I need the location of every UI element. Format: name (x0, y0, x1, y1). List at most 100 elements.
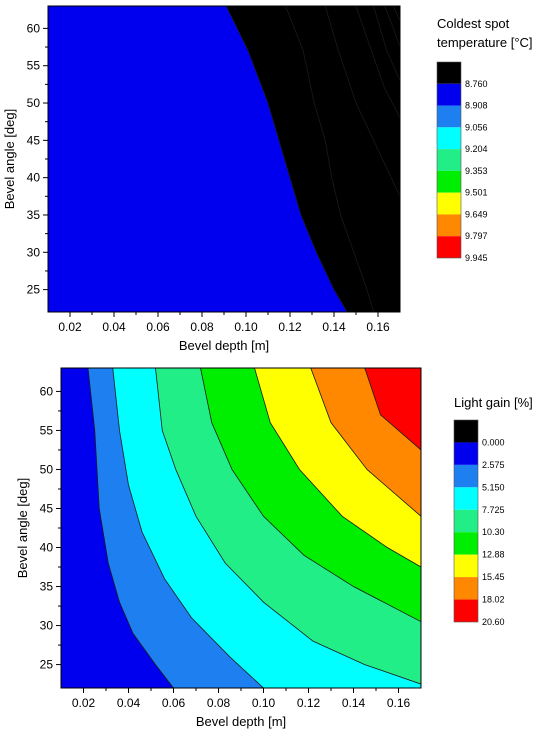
contour-line (112, 368, 264, 688)
x-tick-label: 0.04 (102, 320, 126, 334)
y-tick-label: 50 (27, 96, 41, 110)
y-tick-label: 50 (40, 462, 54, 476)
legend-swatch (437, 170, 461, 193)
legend-level-label: 9.353 (465, 166, 488, 176)
legend-level-label: 9.945 (465, 253, 488, 263)
contour-band (356, 6, 400, 312)
y-tick-label: 55 (40, 423, 54, 437)
legend-level-label: 9.649 (465, 209, 488, 219)
contour-line (285, 6, 374, 312)
x-tick-label: 0.06 (146, 320, 170, 334)
legend-swatch (437, 62, 461, 84)
legend-swatch (437, 105, 461, 128)
x-tick-label: 0.16 (387, 696, 411, 710)
legend-swatch (454, 464, 478, 488)
x-tick-label: 0.10 (252, 696, 276, 710)
contour-line (310, 368, 421, 688)
legend-swatch (454, 577, 478, 600)
legend-level-label: 2.575 (482, 460, 505, 470)
light-gain-contour-chart: 0.02 0.04 0.06 0.08 0.10 0.12 0.14 0.16 25 30 35 40… (15, 367, 533, 729)
contour-line (254, 368, 421, 688)
x-tick-label: 0.12 (278, 320, 302, 334)
legend-swatch (437, 236, 461, 258)
y-tick-label: 40 (40, 541, 54, 555)
y-tick-label: 60 (27, 21, 41, 35)
contour-line (155, 368, 421, 688)
legend-level-label: 9.056 (465, 122, 488, 132)
y-axis-label: Bevel angle [deg] (2, 109, 17, 209)
legend-swatch (437, 83, 461, 106)
legend-frame (436, 61, 462, 259)
contour-line (324, 6, 400, 312)
legend-level-label: 20.60 (482, 617, 505, 627)
contour-line (200, 368, 421, 688)
legend-swatch (437, 127, 461, 150)
legend-level-label: 9.501 (465, 188, 488, 198)
contour-line (373, 6, 400, 312)
x-tick-label: 0.06 (162, 696, 186, 710)
y-tick-label: 30 (40, 619, 54, 633)
x-tick-label: 0.04 (117, 696, 141, 710)
contour-line (393, 6, 400, 312)
contour-band (364, 368, 421, 688)
contour-band (325, 6, 400, 312)
legend-swatch (454, 420, 478, 443)
legend-swatch (454, 532, 478, 555)
legend-swatch (437, 192, 461, 215)
legend-swatch (454, 599, 478, 622)
legend-swatch (454, 509, 478, 533)
x-axis-label: Bevel depth [m] (179, 338, 269, 353)
legend-title: Light gain [%] (454, 395, 533, 410)
x-tick-label: 0.08 (190, 320, 214, 334)
x-tick-label: 0.02 (72, 696, 96, 710)
y-tick-label: 35 (40, 580, 54, 594)
y-tick-label: 45 (27, 133, 41, 147)
x-axis-label: Bevel depth [m] (196, 714, 286, 729)
legend-swatch (454, 442, 478, 465)
legend-level-label: 7.725 (482, 505, 505, 515)
legend-title: Coldest spot (437, 16, 510, 31)
x-tick-label: 0.14 (342, 696, 366, 710)
y-tick-label: 55 (27, 59, 41, 73)
x-tick-label: 0.14 (322, 320, 346, 334)
x-tick-label: 0.08 (207, 696, 231, 710)
y-tick-label: 35 (27, 208, 41, 222)
legend-level-label: 12.88 (482, 550, 505, 560)
contour-band (384, 6, 400, 312)
legend-level-label: 9.797 (465, 231, 488, 241)
y-tick-label: 60 (40, 384, 54, 398)
contour-line (225, 6, 348, 312)
legend-swatch (437, 214, 461, 237)
contour-plot-area (48, 6, 400, 312)
coldest-spot-temperature-contour-chart: 0.02 0.04 0.06 0.08 0.10 0.12 0.14 0.16 25 30 35 40… (2, 5, 533, 353)
x-tick-label: 0.12 (297, 696, 321, 710)
legend-title: temperature [°C] (437, 35, 533, 50)
y-tick-label: 25 (27, 283, 41, 297)
legend-swatch (437, 149, 461, 171)
contour-plot-area (61, 368, 421, 688)
y-tick-label: 25 (40, 658, 54, 672)
contour-line (364, 368, 421, 688)
legend-frame (453, 419, 479, 623)
legend-swatch (454, 554, 478, 578)
legend-level-label: 0.000 (482, 437, 505, 447)
x-tick-label: 0.16 (366, 320, 390, 334)
y-tick-label: 45 (40, 501, 54, 515)
y-axis-label: Bevel angle [deg] (15, 478, 30, 578)
contour-band (310, 368, 421, 688)
legend-level-label: 10.30 (482, 527, 505, 537)
legend-swatch (454, 487, 478, 510)
contour-line (87, 368, 174, 688)
y-tick-label: 40 (27, 171, 41, 185)
contour-line (384, 6, 400, 312)
x-tick-label: 0.02 (58, 320, 82, 334)
legend-level-label: 9.204 (465, 144, 488, 154)
legend-level-label: 5.150 (482, 482, 505, 492)
legend-level-label: 15.45 (482, 572, 505, 582)
y-tick-label: 30 (27, 245, 41, 259)
x-tick-label: 0.10 (234, 320, 258, 334)
legend-level-label: 8.908 (465, 101, 488, 111)
legend-level-label: 8.760 (465, 79, 488, 89)
legend-level-label: 18.02 (482, 595, 505, 605)
